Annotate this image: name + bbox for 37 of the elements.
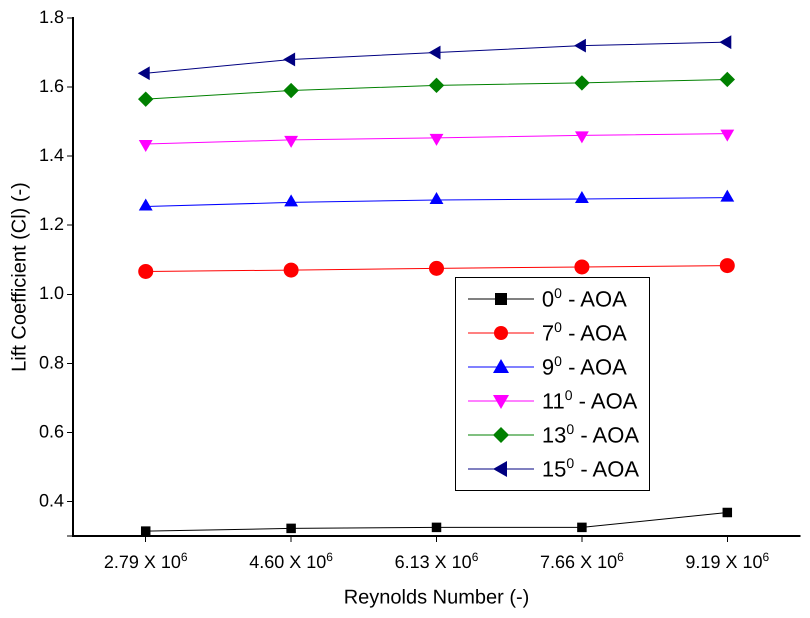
legend-label: 13$^{0}$ - AOA [542,421,639,449]
point [720,258,735,274]
legend-label: 7$^{0}$ - AOA [542,319,627,347]
y-axis-title: Lift Coefficient (Cl) (-) [8,182,31,372]
legend-label: 0$^{0}$ - AOA [542,285,627,313]
y-tick-label: 0.4 [38,490,64,510]
legend-label: 11$^{0}$ - AOA [542,387,638,415]
point [429,260,444,276]
point [432,522,442,532]
point [722,508,732,518]
x-tick-label: 7.66 X 10$^{6}$ [540,550,624,573]
point [574,75,590,90]
point [574,259,590,274]
y-tick-label: 0.6 [38,421,64,442]
legend-label: 9$^{0}$ - AOA [542,353,627,381]
y-tick-label: 1.8 [38,6,64,27]
point [284,83,299,98]
x-tick-label: 9.19 X 10$^{6}$ [685,550,770,573]
x-tick-label: 2.79 X 10$^{6}$ [104,550,188,573]
y-tick-label: 0.8 [38,352,64,372]
y-tick-label: 1.4 [38,145,64,166]
point [286,524,296,534]
point [138,92,154,107]
legend-label: 15$^{0}$ - AOA [542,455,639,483]
point [429,46,441,60]
point [140,526,150,536]
y-tick-label: 1.2 [38,214,64,234]
y-tick-label: 1.6 [38,76,64,96]
point [577,522,587,532]
point [138,264,154,279]
point [429,78,444,93]
x-tick-label: 4.60 X 10$^{6}$ [249,550,333,573]
y-tick-label: 1.0 [38,283,64,304]
point [720,72,735,87]
point [284,262,299,278]
x-tick-label: 6.13 X 10$^{6}$ [394,550,478,573]
x-axis-title: Reynolds Number (-) [344,586,530,609]
